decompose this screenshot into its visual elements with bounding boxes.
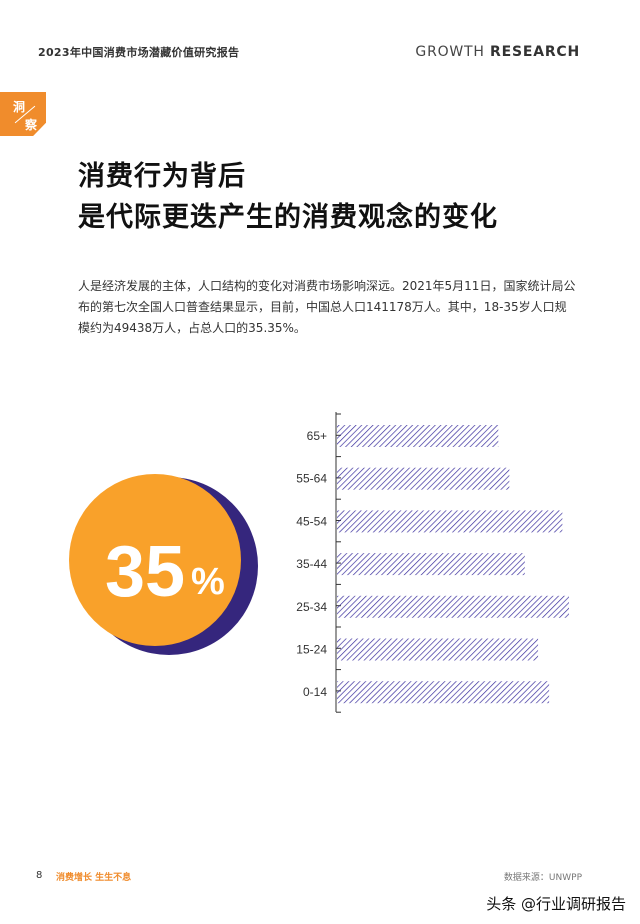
bar-25-34 (337, 595, 569, 618)
bar-0-14 (337, 681, 550, 704)
bars (337, 425, 569, 704)
watermark: 头条 @行业调研报告 (486, 895, 626, 913)
highlight-disc (69, 474, 241, 646)
tag-char-2: 察 (25, 118, 38, 132)
axis-ticks (336, 413, 341, 713)
bar-35-44 (337, 553, 525, 576)
category-label-55-64: 55-64 (296, 472, 327, 486)
brand-research: RESEARCH (490, 44, 580, 60)
intro-line-3: 模约为49438万人，占总人口的35.35%。 (78, 321, 306, 335)
category-label-0-14: 0-14 (303, 685, 327, 699)
headline-line-2: 是代际更迭产生的消费观念的变化 (78, 202, 498, 233)
footer-slogan: 消费增长 生生不息 (56, 873, 132, 883)
insight-tag: 洞 察 (0, 92, 46, 136)
bar-65+ (337, 425, 499, 447)
category-label-15-24: 15-24 (296, 643, 327, 657)
brand-growth: GROWTH (415, 44, 490, 60)
brand-logo: GROWTH RESEARCH (415, 44, 580, 60)
category-labels: 65+ 55-64 45-54 35-44 25-34 15-24 0-14 (296, 429, 327, 699)
highlight-unit: % (191, 561, 225, 603)
category-label-45-54: 45-54 (296, 514, 327, 528)
page-number: 8 (36, 870, 43, 881)
report-title: 2023年中国消费市场潜藏价值研究报告 (38, 46, 240, 59)
intro-line-1: 人是经济发展的主体，人口结构的变化对消费市场影响深远。2021年5月11日，国家… (78, 279, 576, 293)
headline-line-1: 消费行为背后 (78, 161, 246, 192)
data-source: 数据来源：UNWPP (503, 873, 582, 883)
highlight-number: 35 (105, 532, 185, 612)
intro-line-2: 布的第七次全国人口普查结果显示，目前，中国总人口141178万人。其中，18-3… (78, 300, 567, 314)
bar-55-64 (337, 467, 510, 490)
tag-char-1: 洞 (13, 100, 26, 114)
headline: 消费行为背后 是代际更迭产生的消费观念的变化 (78, 156, 498, 238)
bar-15-24 (337, 638, 539, 661)
intro-paragraph: 人是经济发展的主体，人口结构的变化对消费市场影响深远。2021年5月11日，国家… (78, 276, 588, 339)
category-label-25-34: 25-34 (296, 600, 327, 614)
category-label-35-44: 35-44 (296, 557, 327, 571)
category-label-65+: 65+ (307, 429, 327, 443)
bar-45-54 (337, 510, 563, 533)
